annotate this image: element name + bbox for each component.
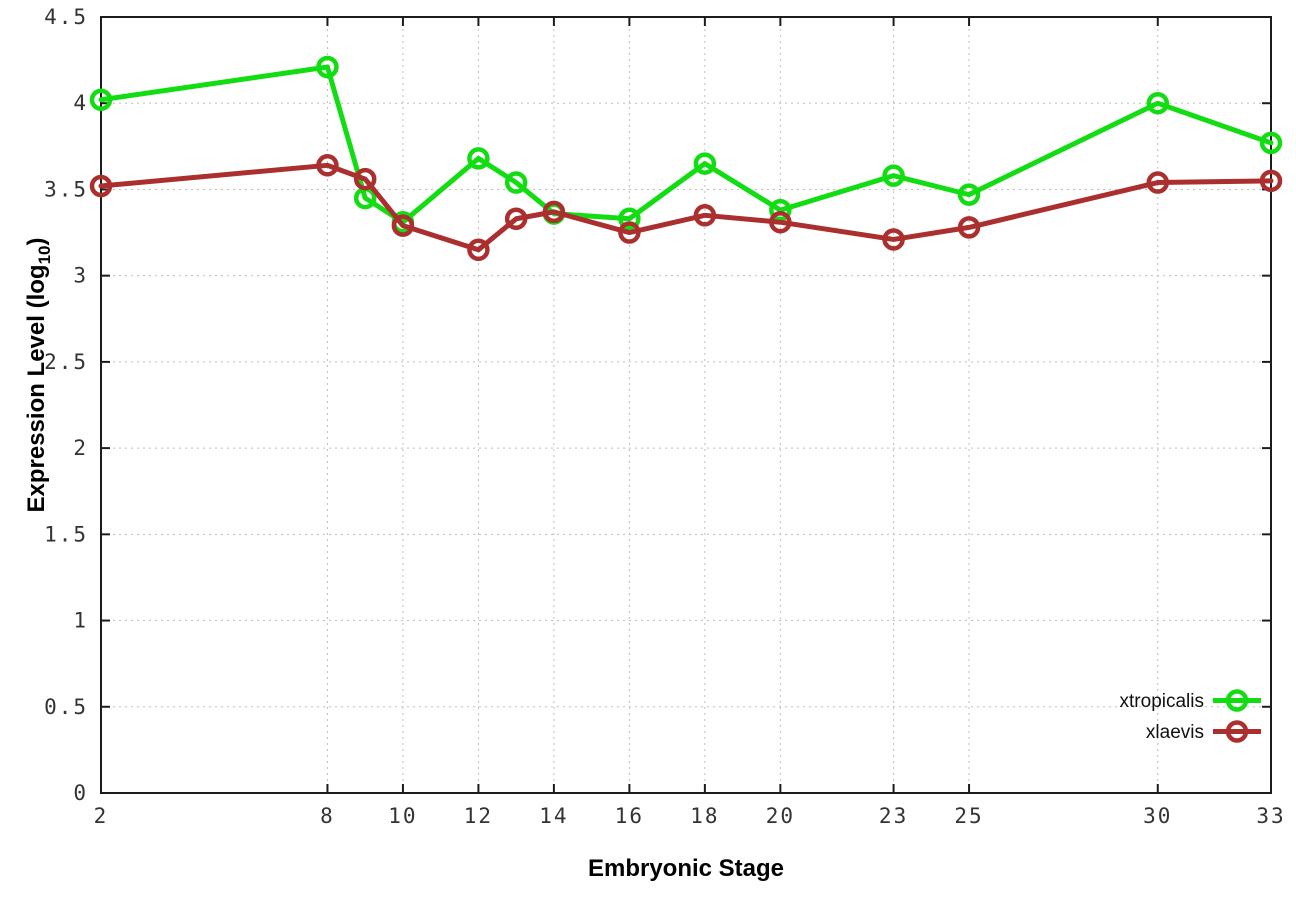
data-point-xlaevis <box>542 200 566 224</box>
axis-ticks <box>100 16 1272 794</box>
data-point-xlaevis <box>353 167 377 191</box>
data-point-xtropicalis <box>882 164 905 187</box>
y-axis-title: Expression Level (log10) <box>23 238 54 513</box>
data-point-xtropicalis <box>1146 91 1170 115</box>
data-point-xlaevis <box>882 228 905 251</box>
x-tick-label: 23 <box>879 804 908 828</box>
data-point-xlaevis <box>467 238 490 262</box>
x-tick-label: 14 <box>539 804 568 828</box>
data-point-xlaevis <box>1146 171 1170 194</box>
x-tick-label: 18 <box>690 804 719 828</box>
data-point-xlaevis <box>504 207 528 231</box>
data-point-xtropicalis <box>504 171 528 194</box>
data-point-xlaevis <box>391 214 415 237</box>
y-tick-label: 0.5 <box>44 695 88 719</box>
data-point-xlaevis <box>618 221 641 244</box>
axis-tick-labels: 2 8 10 12 14 16 18 20 23 25 30 33 0 0.5 1 1.5 2 2.5 3 3.5 4 4… <box>44 5 1285 828</box>
legend-marker-xlaevis <box>1225 720 1249 743</box>
data-point-xlaevis <box>693 204 717 227</box>
y-axis-title-close: ) <box>23 238 50 246</box>
data-point-xtropicalis <box>769 198 792 222</box>
data-point-xtropicalis <box>467 147 490 170</box>
plot-border-box <box>100 16 1272 794</box>
plot-border <box>100 16 1272 794</box>
y-tick-label: 3 <box>73 264 88 288</box>
data-point-xtropicalis <box>1259 131 1283 155</box>
data-point-xlaevis <box>1259 169 1283 193</box>
legend: xtropicalis xlaevis <box>1120 689 1261 743</box>
legend-label-xtropicalis: xtropicalis <box>1120 691 1204 712</box>
y-tick-label: 4.5 <box>44 5 88 29</box>
x-tick-label: 25 <box>954 804 983 828</box>
x-tick-label: 8 <box>320 804 335 828</box>
x-tick-label: 16 <box>615 804 644 828</box>
y-tick-label: 4 <box>73 91 88 115</box>
y-tick-label: 1 <box>73 609 88 633</box>
y-tick-label: 3.5 <box>44 177 88 201</box>
data-point-xtropicalis <box>316 55 339 79</box>
y-tick-label: 0 <box>73 781 88 805</box>
x-tick-label: 20 <box>766 804 795 828</box>
data-point-xlaevis <box>957 216 981 239</box>
y-tick-label: 1.5 <box>44 522 88 546</box>
x-tick-label: 2 <box>94 804 109 828</box>
x-tick-label: 30 <box>1143 804 1172 828</box>
data-point-xlaevis <box>316 154 339 177</box>
data-point-xlaevis <box>89 174 113 198</box>
x-axis-title: Embryonic Stage <box>588 855 784 882</box>
x-tick-label: 12 <box>464 804 493 828</box>
y-tick-label: 2.5 <box>44 350 88 374</box>
x-tick-label: 33 <box>1256 804 1285 828</box>
data-point-xtropicalis <box>89 88 113 112</box>
data-point-xtropicalis <box>693 152 717 175</box>
legend-label-xlaevis: xlaevis <box>1146 722 1204 743</box>
y-tick-label: 2 <box>73 436 88 460</box>
data-point-xtropicalis <box>957 183 981 206</box>
y-axis-title-main: Expression Level (log <box>23 264 50 512</box>
x-tick-label: 10 <box>388 804 417 828</box>
legend-marker-xtropicalis <box>1225 689 1249 712</box>
y-axis-title-subscript: 10 <box>35 246 54 265</box>
data-point-xtropicalis <box>618 207 641 231</box>
data-series <box>89 55 1283 262</box>
data-point-xlaevis <box>769 210 792 234</box>
